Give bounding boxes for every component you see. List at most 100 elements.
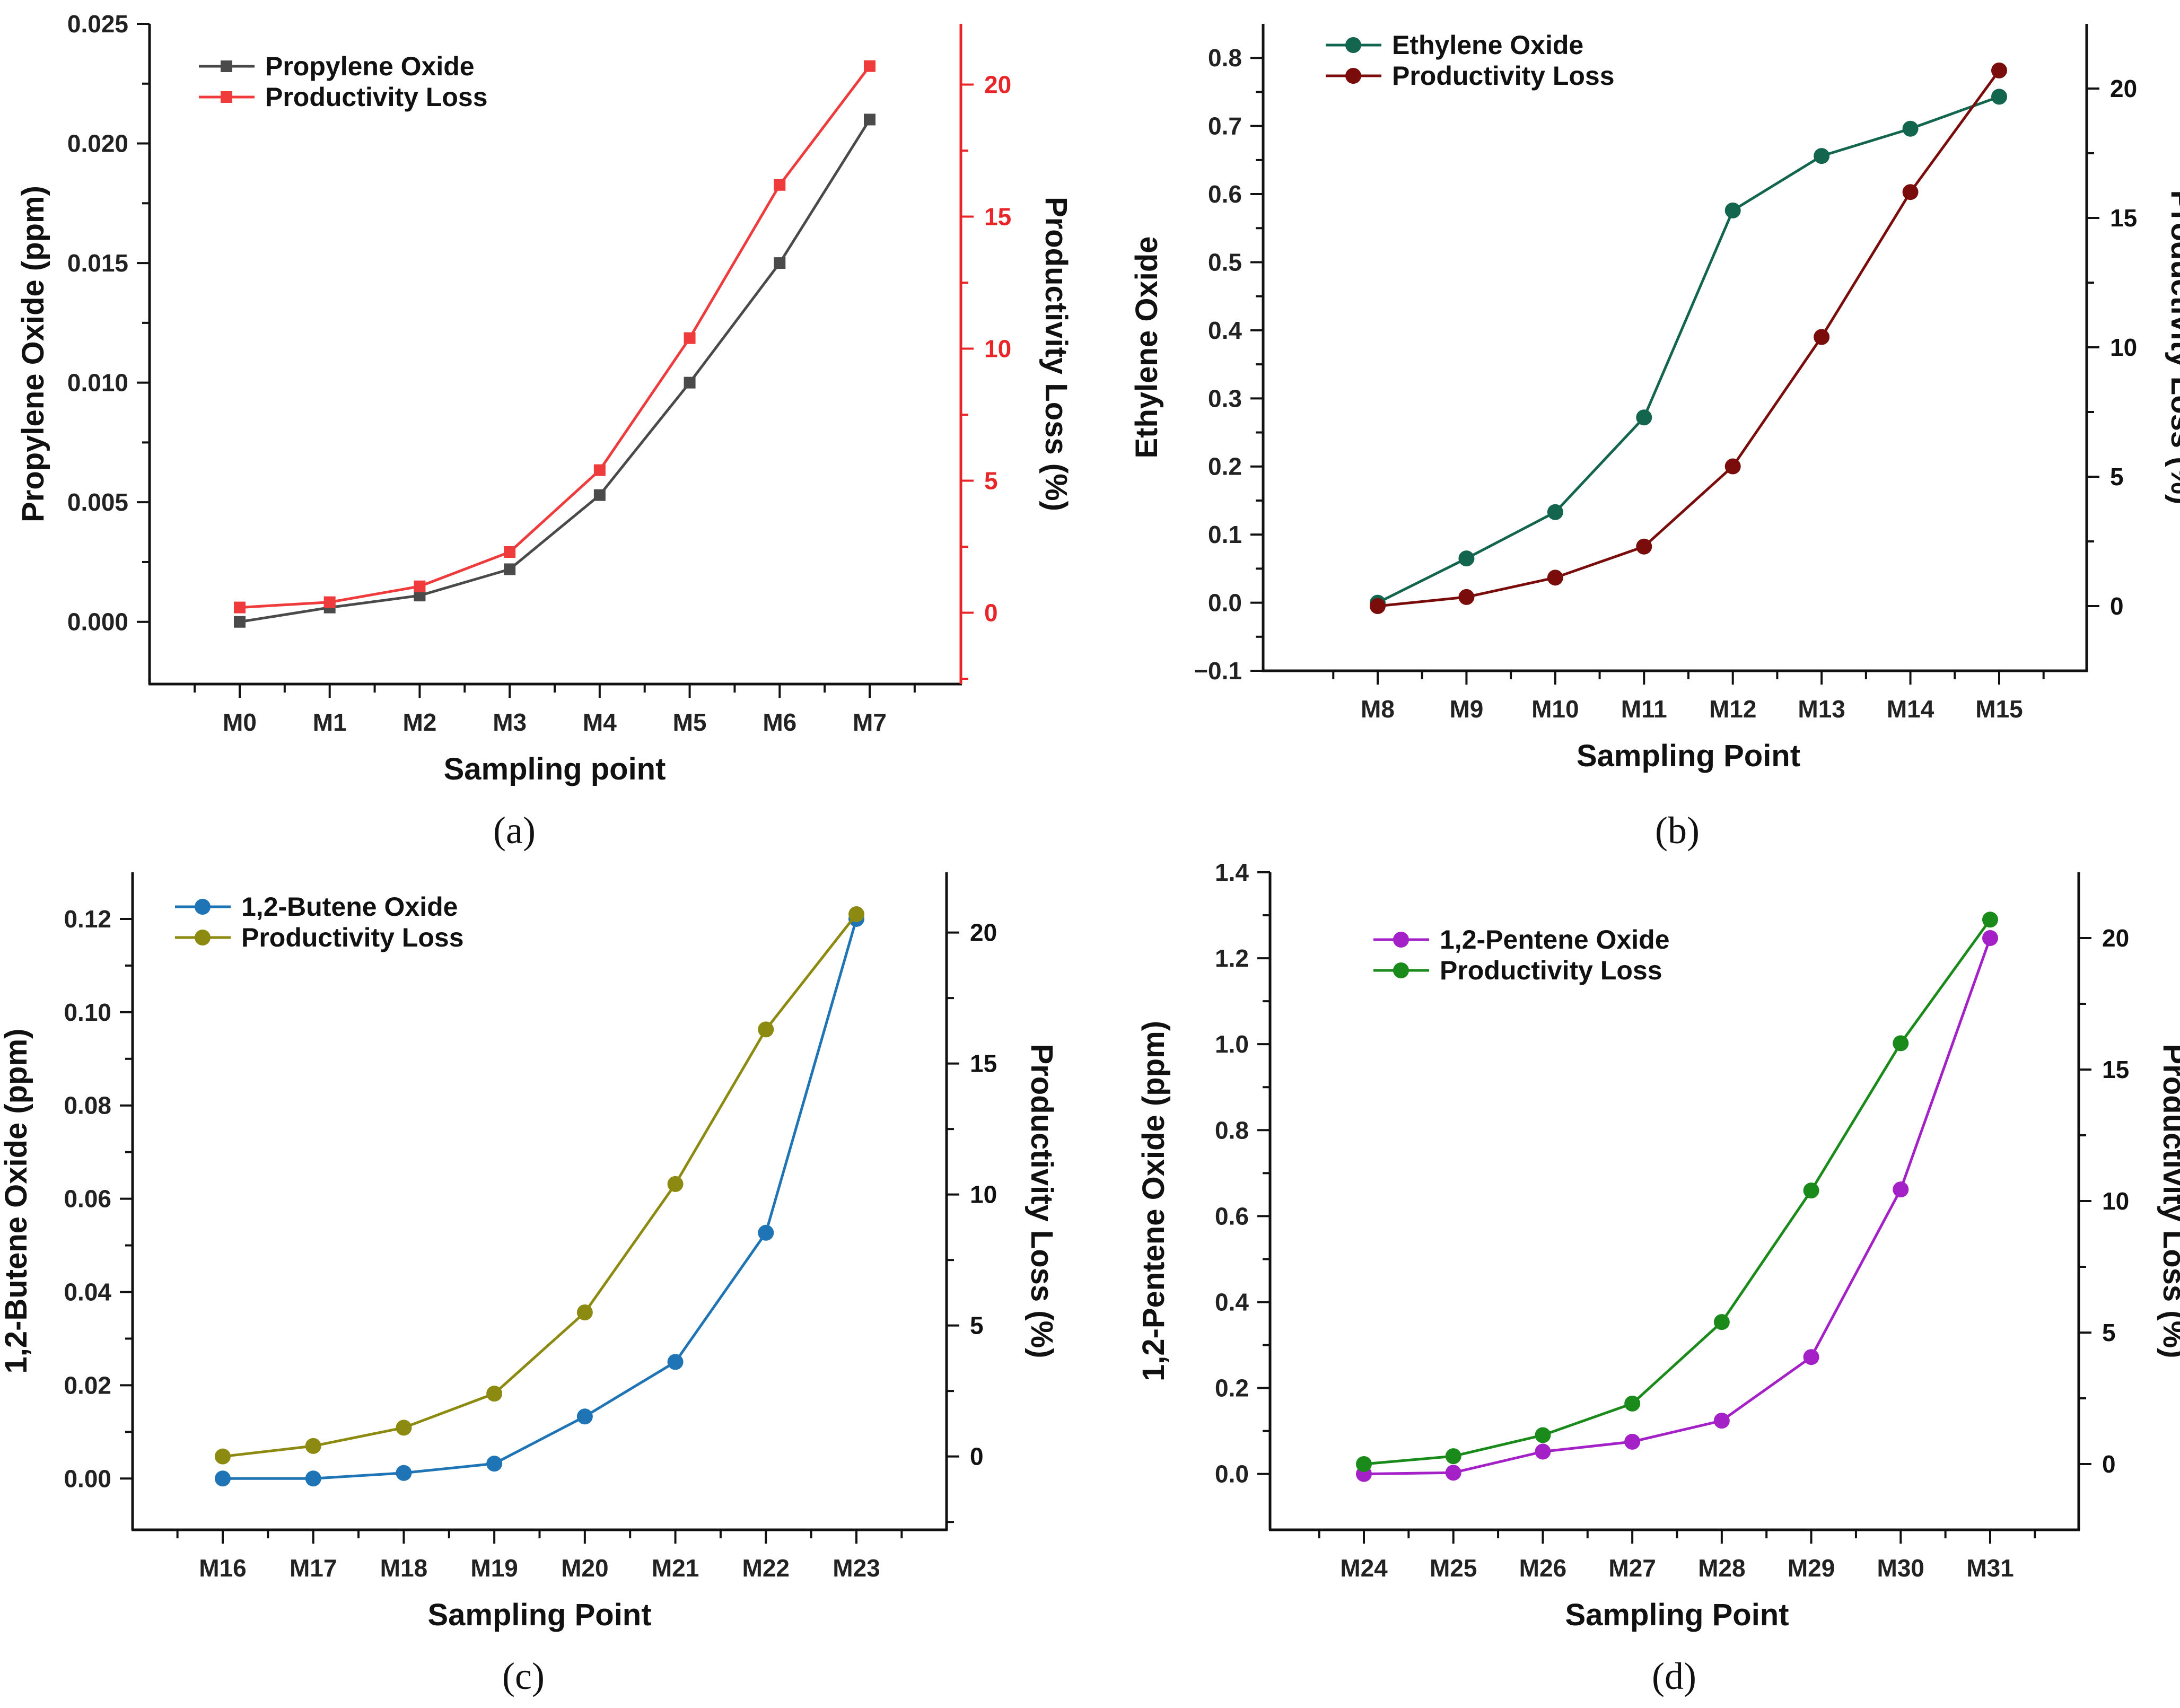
data-point (1902, 184, 1919, 200)
x-tick-label: M20 (561, 1554, 608, 1582)
data-point (414, 580, 426, 592)
y2-tick-label: 15 (970, 1050, 997, 1078)
legend-marker (195, 930, 211, 945)
legend-marker (221, 60, 232, 72)
y2-tick-label: 10 (2102, 1187, 2129, 1215)
y-tick-label: 0.6 (1215, 1202, 1249, 1230)
y-tick-label: 0.12 (64, 905, 111, 933)
y2-axis-title: Productivity Loss (%) (1039, 197, 1073, 511)
data-point (215, 1448, 231, 1465)
data-point (486, 1456, 503, 1472)
legend-marker (195, 899, 211, 915)
series-line (222, 913, 857, 1458)
y2-tick-label: 5 (2102, 1319, 2116, 1346)
y-tick-label: 0.015 (67, 249, 128, 277)
y-tick-label: 0.5 (1208, 248, 1242, 276)
data-point (1445, 1448, 1461, 1465)
y-tick-label: 0.0 (1208, 589, 1242, 617)
data-point (1445, 1465, 1461, 1481)
x-tick-label: M13 (1798, 695, 1845, 723)
x-tick-label: M8 (1361, 695, 1395, 723)
data-point (1356, 1456, 1372, 1472)
data-point (1547, 570, 1563, 586)
x-tick-label: M21 (652, 1554, 699, 1582)
data-point (1982, 912, 1998, 928)
data-point (1624, 1433, 1641, 1450)
x-tick-label: M19 (470, 1554, 518, 1582)
panel-caption: (d) (1652, 1655, 1696, 1697)
data-point (504, 546, 516, 558)
series-line (1363, 938, 1992, 1476)
y2-tick-label: 20 (2110, 75, 2137, 102)
x-tick-label: M27 (1608, 1554, 1656, 1582)
data-point (1636, 538, 1652, 555)
data-point (1893, 1035, 1909, 1052)
y-tick-label: 0.02 (64, 1371, 111, 1399)
x-tick-label: M14 (1887, 695, 1934, 723)
y-tick-label: 0.4 (1208, 317, 1242, 344)
data-point (864, 60, 875, 72)
x-tick-label: M25 (1430, 1554, 1477, 1582)
x-tick-label: M5 (673, 708, 707, 736)
x-axis-title: Sampling point (444, 752, 666, 786)
panel-caption: (c) (502, 1655, 545, 1697)
y2-tick-label: 0 (2102, 1450, 2116, 1478)
x-axis-title: Sampling Point (1577, 739, 1800, 773)
x-tick-label: M12 (1709, 695, 1756, 723)
data-point (305, 1438, 321, 1454)
x-tick-label: M3 (493, 708, 527, 736)
data-point (486, 1386, 503, 1402)
series-0 (215, 910, 864, 1487)
series-0 (234, 113, 875, 628)
x-tick-label: M18 (380, 1554, 427, 1582)
data-point (758, 1224, 774, 1241)
x-tick-label: M29 (1788, 1554, 1835, 1582)
legend-marker (1345, 37, 1361, 53)
y-tick-label: 0.10 (64, 998, 111, 1026)
x-tick-label: M1 (313, 708, 347, 736)
series-0 (1370, 89, 2007, 611)
legend-marker (1345, 68, 1361, 84)
series-line (1363, 918, 1992, 1466)
y2-tick-label: 20 (970, 919, 997, 947)
series-1 (1370, 62, 2007, 614)
y-tick-label: 0.1 (1208, 521, 1242, 548)
data-point (504, 563, 516, 575)
data-point (1902, 120, 1919, 137)
y-tick-label: 0.2 (1215, 1374, 1249, 1402)
y-tick-label: 0.020 (67, 130, 128, 157)
y2-tick-label: 20 (2102, 924, 2129, 952)
series-0 (1356, 930, 1998, 1482)
y2-tick-label: 15 (2110, 204, 2137, 232)
x-tick-label: M28 (1698, 1554, 1745, 1582)
data-point (1458, 589, 1475, 605)
data-point (234, 616, 246, 628)
chart-panel-d: M24 M25 M26 M27 M28 M29 M30 M31 0.0 0.2 0.4 0.6 0.8 1… (1136, 859, 2180, 1697)
data-point (414, 590, 426, 602)
series-1 (215, 906, 864, 1465)
y-tick-label: 0.6 (1208, 180, 1242, 208)
y-axis-title: 1,2-Butene Oxide (ppm) (0, 1029, 33, 1374)
data-point (1724, 202, 1741, 218)
y2-tick-label: 5 (2110, 463, 2124, 490)
y-tick-label: 0.7 (1208, 112, 1242, 140)
x-tick-label: M17 (290, 1554, 337, 1582)
series-line (1377, 95, 2000, 604)
y-tick-label: 0.4 (1215, 1288, 1249, 1316)
series-1 (1356, 912, 1998, 1472)
y-tick-label: 0.025 (67, 10, 128, 38)
x-tick-label: M23 (833, 1554, 880, 1582)
data-point (667, 1176, 684, 1192)
data-point (1982, 930, 1998, 946)
y2-tick-label: 5 (984, 467, 998, 495)
y2-axis-title: Productivity Loss (%) (1025, 1044, 1059, 1359)
legend-label: 1,2-Butene Oxide (241, 892, 458, 922)
x-tick-label: M30 (1877, 1554, 1924, 1582)
y2-tick-label: 0 (984, 599, 998, 627)
data-point (774, 257, 786, 269)
y2-tick-label: 15 (2102, 1056, 2129, 1083)
y-tick-label: 0.000 (67, 608, 128, 636)
x-tick-label: M2 (402, 708, 436, 736)
data-point (1814, 329, 1830, 345)
x-tick-label: M26 (1519, 1554, 1566, 1582)
